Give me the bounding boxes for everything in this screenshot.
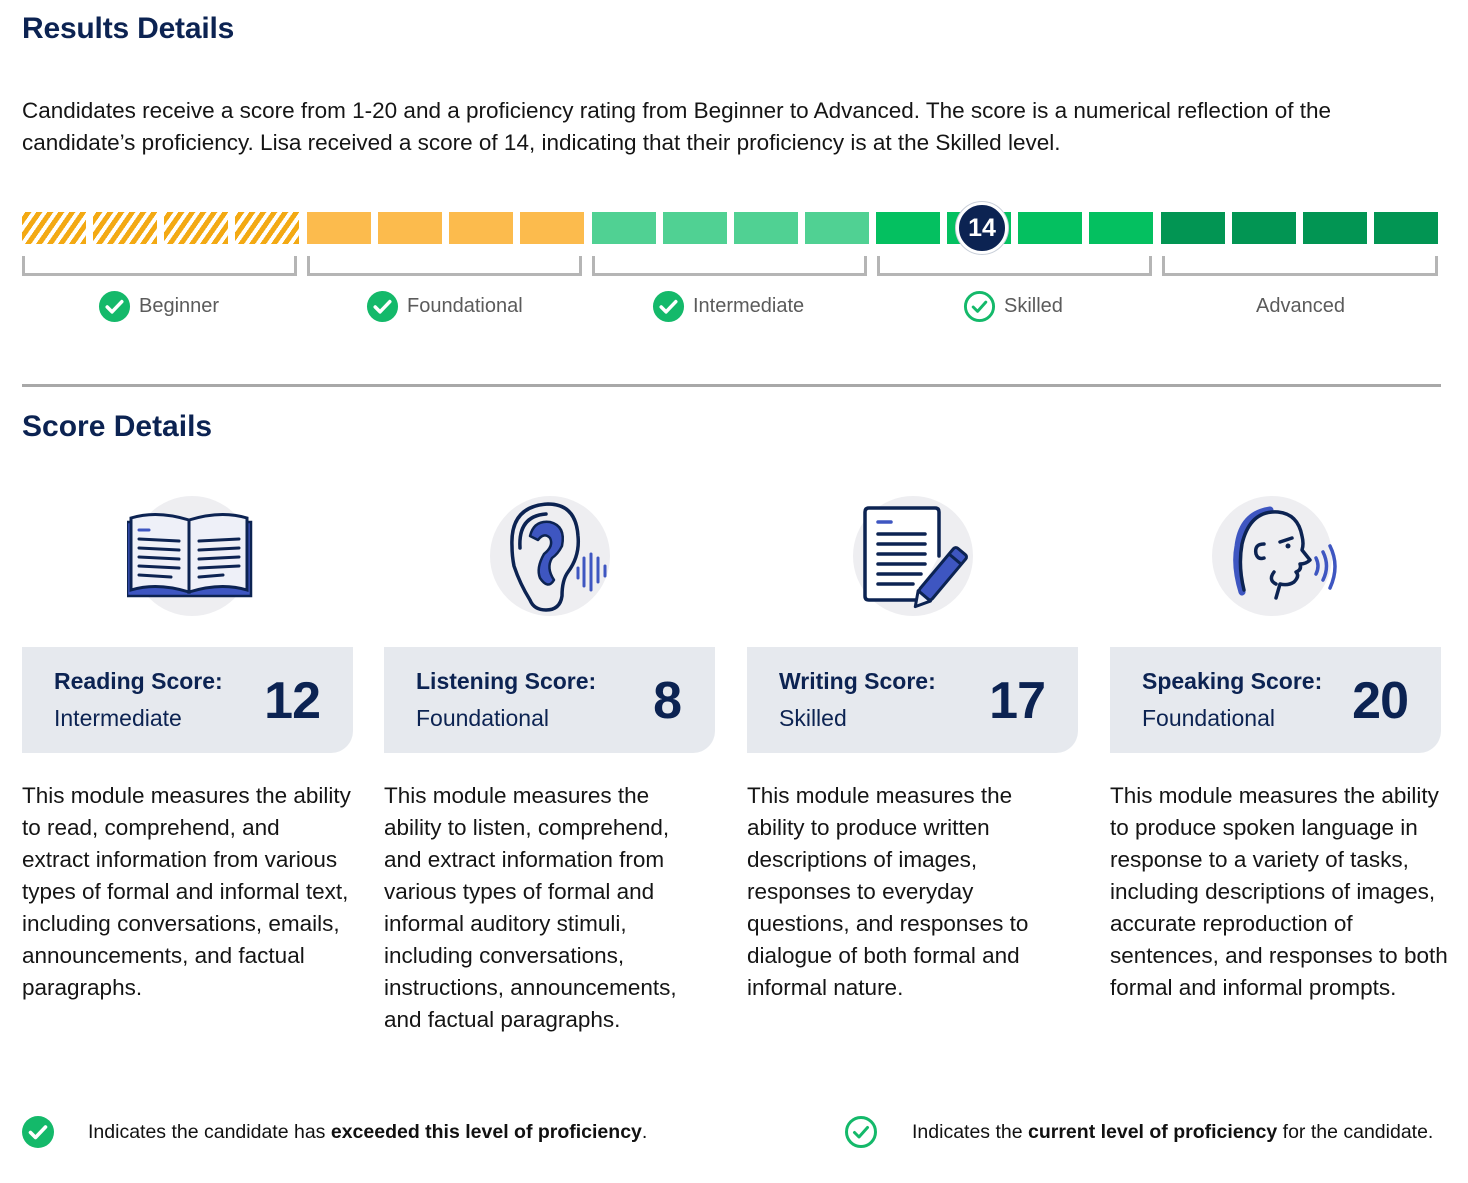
candidate-score-marker: 14 [956,202,1008,254]
check-filled-icon [98,290,131,322]
score-segment-15 [1018,212,1082,244]
listening-description: This module measures the ability to list… [384,783,677,1032]
card-level: Intermediate [54,705,182,731]
legend-current-text: Indicates the current level of proficien… [912,1120,1434,1143]
score-segment-6 [378,212,442,244]
card-score: 12 [264,672,321,730]
score-segment-12 [805,212,869,244]
reading-module-icon [127,496,253,621]
proficiency-score-bar [22,212,1440,244]
legend-exceeded-text: Indicates the candidate has exceeded thi… [88,1120,648,1143]
reading-description: This module measures the ability to read… [22,783,351,1000]
level-bracket-intermediate [592,256,867,276]
card-level: Foundational [1142,705,1275,731]
level-bracket-advanced [1162,256,1438,276]
legend-current: Indicates the current level of proficien… [844,1115,1433,1149]
writing-score-card: Writing Score: Skilled 17 [747,647,1078,753]
check-outline-icon [845,1116,877,1148]
ear-icon [510,502,607,612]
level-bracket-beginner [22,256,297,276]
document-pencil-icon [863,506,968,609]
speaking-head-icon [1233,506,1337,600]
level-intermediate: Intermediate [652,289,804,323]
speaking-module-icon [1212,496,1337,621]
check-filled-icon [366,290,399,322]
level-label: Intermediate [693,294,805,317]
card-title: Listening Score: [416,668,597,694]
legend-exceeded: Indicates the candidate has exceeded thi… [21,1115,647,1149]
book-icon [127,513,253,598]
reading-score-card: Reading Score: Intermediate 12 [22,647,353,753]
score-segment-7 [449,212,513,244]
card-score: 17 [989,672,1046,730]
score-segment-17 [1161,212,1225,244]
score-segment-11 [734,212,798,244]
score-details-heading: Score Details [22,410,213,443]
writing-description: This module measures the ability to prod… [747,783,1029,1000]
level-label: Skilled [1004,294,1063,317]
level-label: Foundational [407,294,523,317]
check-filled-icon [22,1116,54,1148]
score-segment-10 [663,212,727,244]
check-outline-icon [963,290,996,322]
score-segment-19 [1303,212,1367,244]
results-details-heading: Results Details [22,12,235,45]
writing-module-icon [853,496,978,621]
section-divider [22,384,1441,387]
score-segment-13 [876,212,940,244]
results-intro-text: Candidates receive a score from 1-20 and… [22,98,1332,155]
score-segment-9 [592,212,656,244]
card-score: 8 [653,672,682,730]
level-bracket-skilled [877,256,1152,276]
check-filled-icon [652,290,685,322]
speaking-description: This module measures the ability to prod… [1110,783,1448,1000]
listening-score-card: Listening Score: Foundational 8 [384,647,715,753]
score-segment-8 [520,212,584,244]
level-bracket-foundational [307,256,582,276]
score-segment-2 [93,212,157,244]
score-segment-3 [164,212,228,244]
level-label: Advanced [1256,294,1345,317]
score-segment-4 [235,212,299,244]
score-segment-1 [22,212,86,244]
card-level: Skilled [779,705,847,731]
card-level: Foundational [416,705,549,731]
speaking-score-card: Speaking Score: Foundational 20 [1110,647,1441,753]
level-beginner: Beginner [98,289,219,323]
level-foundational: Foundational [366,289,523,323]
card-title: Writing Score: [779,668,936,694]
listening-module-icon [490,496,615,621]
level-label: Beginner [139,294,220,317]
card-title: Speaking Score: [1142,668,1323,694]
score-segment-20 [1374,212,1438,244]
score-segment-5 [307,212,371,244]
card-title: Reading Score: [54,668,223,694]
score-segment-18 [1232,212,1296,244]
score-segment-16 [1089,212,1153,244]
level-skilled: Skilled [963,289,1063,323]
card-score: 20 [1352,672,1409,730]
level-advanced: Advanced [1256,289,1345,323]
